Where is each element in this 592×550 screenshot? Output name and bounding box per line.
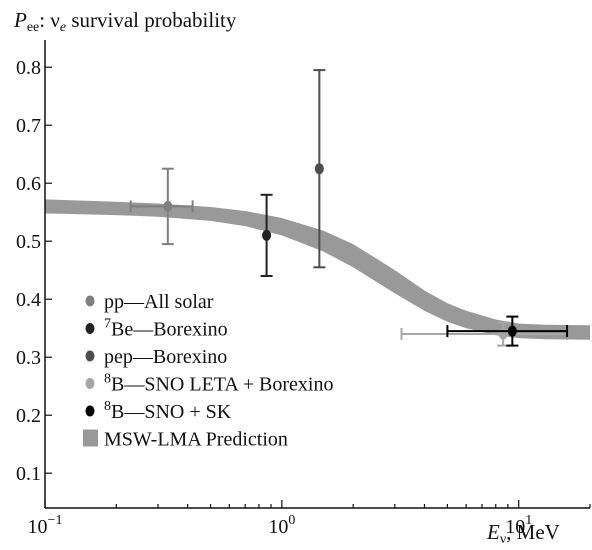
legend-label: pp—All solar bbox=[104, 291, 214, 313]
legend-label: 7Be—Borexino bbox=[104, 317, 228, 341]
y-tick-label: 0.1 bbox=[16, 463, 41, 485]
data-point-3 bbox=[313, 69, 326, 269]
title-tail: survival probability bbox=[66, 8, 237, 32]
data-marker bbox=[163, 200, 173, 212]
data-marker bbox=[507, 325, 517, 337]
y-tick-label: 0.4 bbox=[16, 289, 41, 311]
legend-label: 8B—SNO LETA + Borexino bbox=[104, 372, 333, 396]
legend-marker bbox=[85, 323, 95, 334]
title-sub-e: e bbox=[60, 20, 66, 35]
data-point-2 bbox=[260, 193, 273, 277]
legend-marker bbox=[85, 378, 95, 389]
data-point-1 bbox=[129, 167, 194, 246]
data-point-5 bbox=[446, 315, 569, 347]
axes-layer: 0.1 0.2 0.3 0.4 0.5 0.6 0.7 0.8 10−1 100 101 bbox=[16, 40, 591, 538]
x-tick-label: 101 bbox=[505, 513, 532, 538]
y-tick-label: 0.7 bbox=[16, 115, 41, 137]
legend-marker bbox=[85, 295, 95, 307]
xlabel-tail: , MeV bbox=[506, 520, 560, 544]
data-marker bbox=[314, 163, 324, 175]
legend-label: 8B—SNO + SK bbox=[104, 399, 232, 423]
xlabel-sub-nu: ν bbox=[500, 532, 506, 547]
x-axis-label: Eν, MeV bbox=[486, 520, 560, 547]
legend-band-swatch bbox=[83, 429, 98, 447]
y-tick-label: 0.5 bbox=[16, 231, 41, 253]
title-p: P bbox=[13, 8, 27, 32]
title-sub-ee: ee bbox=[27, 20, 39, 35]
x-tick-label: 100 bbox=[268, 513, 295, 538]
legend-marker bbox=[85, 350, 95, 362]
xlabel-e: E bbox=[486, 520, 500, 544]
points-layer bbox=[129, 69, 569, 347]
title-nu: : ν bbox=[39, 8, 60, 32]
data-marker bbox=[262, 229, 272, 241]
legend-marker bbox=[85, 405, 95, 417]
y-tick-label: 0.6 bbox=[16, 173, 41, 195]
y-tick-label: 0.3 bbox=[16, 347, 41, 369]
legend-label: pep—Borexino bbox=[104, 346, 227, 368]
msw-lma-band bbox=[45, 199, 590, 340]
band-layer bbox=[45, 199, 590, 340]
y-tick-label: 0.2 bbox=[16, 405, 41, 427]
legend: pp—All solar 7Be—Borexino pep—Borexino 8B—S… bbox=[83, 291, 333, 451]
chart-title: Pee: νe survival probability bbox=[13, 8, 237, 35]
x-tick-label: 10−1 bbox=[28, 513, 63, 538]
legend-label: MSW-LMA Prediction bbox=[104, 429, 288, 451]
y-tick-label: 0.8 bbox=[16, 57, 41, 79]
